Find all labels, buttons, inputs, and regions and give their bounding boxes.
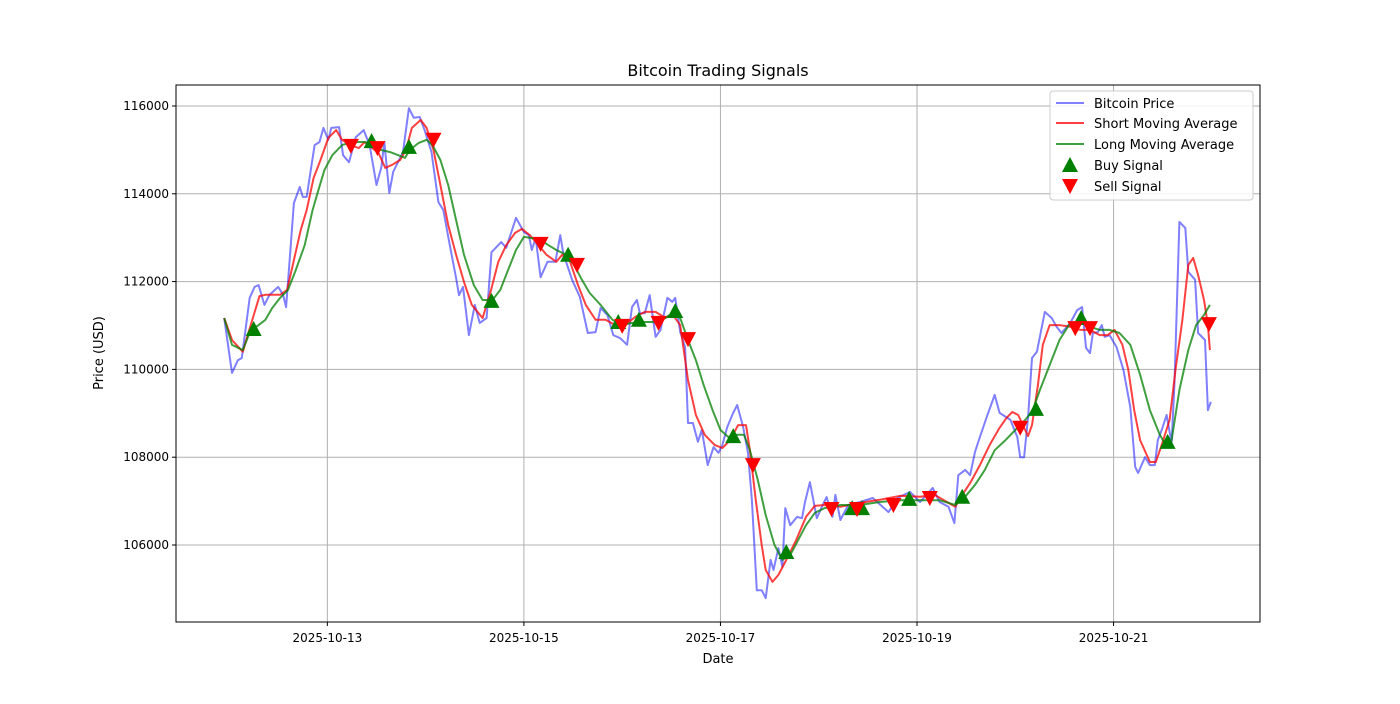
- sell-signal-marker: [1012, 420, 1029, 436]
- buy-signal-marker: [483, 292, 500, 308]
- chart-title: Bitcoin Trading Signals: [627, 61, 808, 80]
- x-axis-label: Date: [702, 652, 733, 667]
- sell-signal-marker: [1081, 321, 1098, 337]
- buy-signal-marker: [1159, 433, 1176, 449]
- y-tick-label: 106000: [123, 538, 169, 552]
- buy-signal-marker: [954, 488, 971, 504]
- sell-signal-marker: [532, 236, 549, 252]
- buy-signal-marker: [667, 303, 684, 319]
- sell-signal-marker: [849, 501, 866, 517]
- buy-signal-marker: [901, 490, 918, 506]
- sell-signal-marker: [1200, 317, 1217, 333]
- y-tick-label: 110000: [123, 362, 169, 376]
- sell-signal-marker: [425, 132, 442, 148]
- sell-signal-marker: [342, 138, 359, 154]
- y-axis-label: Price (USD): [92, 316, 107, 390]
- buy-signal-marker: [630, 311, 647, 327]
- legend-price-label: Bitcoin Price: [1094, 97, 1174, 112]
- legend-buy-label: Buy Signal: [1094, 159, 1163, 174]
- buy-signal-marker: [778, 544, 795, 560]
- legend-short-ma-label: Short Moving Average: [1094, 117, 1238, 132]
- price-line: [223, 107, 1212, 600]
- legend-long-ma-label: Long Moving Average: [1094, 138, 1234, 153]
- signal-markers: [245, 132, 1217, 560]
- legend-buy-triangle-icon: [1062, 157, 1078, 172]
- legend: Bitcoin Price Short Moving Average Long …: [1049, 90, 1254, 201]
- x-tick-label: 2025-10-17: [686, 631, 756, 645]
- sell-signal-marker: [1067, 321, 1084, 337]
- y-tick-label: 116000: [123, 99, 169, 113]
- sell-signal-marker: [568, 257, 585, 273]
- sell-signal-marker: [744, 458, 761, 474]
- sell-signal-marker: [614, 318, 631, 334]
- sell-signal-marker: [885, 498, 902, 514]
- plot-frame: [175, 84, 1261, 623]
- y-tick-label: 114000: [123, 187, 169, 201]
- sell-signal-marker: [680, 332, 697, 348]
- axis-ticks: 2025-10-13 2025-10-15 2025-10-17 2025-10-19…: [123, 99, 1148, 645]
- x-tick-label: 2025-10-15: [489, 631, 559, 645]
- sell-signal-marker: [921, 491, 938, 507]
- buy-signal-marker: [245, 321, 262, 337]
- legend-box: [1049, 90, 1254, 201]
- buy-signal-marker: [725, 428, 742, 444]
- x-tick-label: 2025-10-21: [1079, 631, 1149, 645]
- legend-sell-triangle-icon: [1062, 179, 1078, 194]
- buy-signal-marker: [1027, 400, 1044, 416]
- sell-signal-marker: [650, 315, 667, 331]
- y-tick-label: 112000: [123, 275, 169, 289]
- legend-sell-label: Sell Signal: [1094, 180, 1162, 195]
- y-tick-label: 108000: [123, 450, 169, 464]
- x-tick-label: 2025-10-13: [292, 631, 362, 645]
- sell-signal-marker: [823, 501, 840, 517]
- buy-signal-marker: [400, 138, 417, 154]
- sell-signal-marker: [369, 141, 386, 157]
- x-tick-label: 2025-10-19: [882, 631, 952, 645]
